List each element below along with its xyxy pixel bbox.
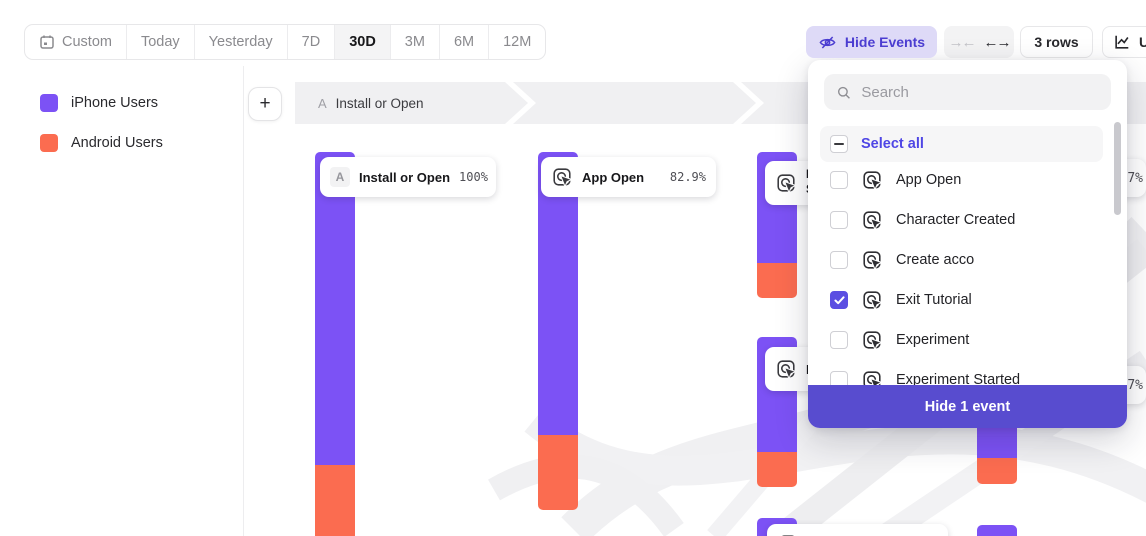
add-step-button[interactable]: +: [248, 87, 282, 121]
dropdown-scrollbar[interactable]: [1114, 122, 1121, 215]
search-icon: [837, 86, 850, 99]
date-range-label: Custom: [62, 34, 112, 50]
funnel-step-1[interactable]: A Install or Open: [295, 82, 528, 124]
bar-step4-rowB-android[interactable]: [977, 458, 1017, 484]
date-range-7d[interactable]: 7D: [288, 25, 336, 59]
checkbox-unchecked[interactable]: [830, 211, 848, 229]
bar-step2-android[interactable]: [538, 435, 578, 510]
date-range-12m[interactable]: 12M: [503, 34, 532, 50]
bar-step3-rowA-android[interactable]: [757, 263, 797, 298]
select-all-label: Select all: [861, 136, 924, 152]
checkbox-checked[interactable]: [830, 291, 848, 309]
column-width-controls: →← ←→: [944, 26, 1014, 58]
checkbox-unchecked[interactable]: [830, 171, 848, 189]
android-users-swatch: [40, 134, 58, 152]
click-event-icon: [861, 289, 883, 311]
plus-icon: +: [259, 93, 271, 114]
legend-item-android-users[interactable]: Android Users: [40, 134, 163, 152]
event-item-exit-tutorial[interactable]: Exit Tutorial: [820, 280, 1103, 320]
click-event-icon: [861, 209, 883, 231]
hide-events-button[interactable]: Hide Events: [806, 26, 937, 58]
sidebar-divider: [243, 66, 244, 536]
click-event-icon: [861, 329, 883, 351]
bar-step4-rowC-iphone[interactable]: [977, 525, 1017, 536]
card-conversion-value: 100%: [459, 170, 488, 184]
line-chart-icon: [1115, 35, 1129, 49]
search-input[interactable]: [861, 83, 1099, 101]
legend-label: Android Users: [71, 135, 163, 151]
card-conversion-value: 82.9%: [669, 170, 706, 184]
collapse-columns-button[interactable]: →←: [948, 33, 977, 51]
hide-events-dropdown: Select all App Open Character Created Cr…: [808, 60, 1127, 428]
rows-count-button[interactable]: 3 rows: [1020, 26, 1093, 58]
date-range-selector: Custom Today Yesterday 7D 30D 3M 6M 12M: [24, 24, 547, 60]
event-item-character-created[interactable]: Character Created: [820, 200, 1103, 240]
legend-item-iphone-users[interactable]: iPhone Users: [40, 94, 158, 112]
step-a-badge: A: [330, 167, 350, 187]
event-item-experiment-started[interactable]: Experiment Started: [820, 360, 1103, 400]
select-all-checkbox-indeterminate[interactable]: [830, 135, 848, 153]
event-item-create-acco[interactable]: Create acco: [820, 240, 1103, 280]
minus-icon: [834, 143, 844, 145]
event-item-app-open[interactable]: App Open: [820, 160, 1103, 200]
chart-view-button[interactable]: U: [1102, 26, 1146, 58]
checkbox-unchecked[interactable]: [830, 331, 848, 349]
date-range-3m[interactable]: 3M: [391, 25, 440, 59]
checkbox-unchecked[interactable]: [830, 251, 848, 269]
date-range-yesterday[interactable]: Yesterday: [195, 25, 288, 59]
select-all-row[interactable]: Select all: [820, 126, 1103, 162]
card-install-or-open[interactable]: A Install or Open 100%: [320, 157, 496, 197]
step-label: Install or Open: [335, 95, 424, 111]
card-label: Install or Open: [359, 169, 451, 185]
click-event-icon: [861, 169, 883, 191]
hide-1-event-button[interactable]: Hide 1 event: [808, 385, 1127, 428]
click-event-icon: [775, 358, 797, 380]
calendar-icon: [40, 35, 54, 49]
click-event-icon: [551, 166, 573, 188]
bar-step1-android[interactable]: [315, 465, 355, 536]
event-search-box[interactable]: [824, 74, 1111, 110]
bar-step3-rowB-android[interactable]: [757, 452, 797, 487]
date-range-custom[interactable]: Custom: [25, 25, 127, 59]
card-app-open[interactable]: App Open 82.9%: [541, 157, 716, 197]
eye-off-icon: [819, 35, 836, 49]
date-range-30d-active[interactable]: 30D: [335, 25, 391, 59]
iphone-users-swatch: [40, 94, 58, 112]
date-range-today[interactable]: Today: [127, 25, 195, 59]
legend-label: iPhone Users: [71, 95, 159, 111]
step-prefix: A: [318, 95, 327, 111]
click-event-icon: [861, 249, 883, 271]
card-label: App Open: [582, 169, 645, 185]
bar-step2-iphone[interactable]: [538, 152, 578, 435]
card-step3-rowC[interactable]: [767, 524, 948, 536]
date-range-6m[interactable]: 6M: [440, 25, 490, 59]
funnel-step-2[interactable]: [513, 82, 756, 124]
click-event-icon: [775, 172, 797, 194]
event-item-experiment[interactable]: Experiment: [820, 320, 1103, 360]
expand-columns-button[interactable]: ←→: [983, 33, 1012, 51]
bar-step1-iphone[interactable]: [315, 152, 355, 465]
check-icon: [833, 295, 845, 304]
